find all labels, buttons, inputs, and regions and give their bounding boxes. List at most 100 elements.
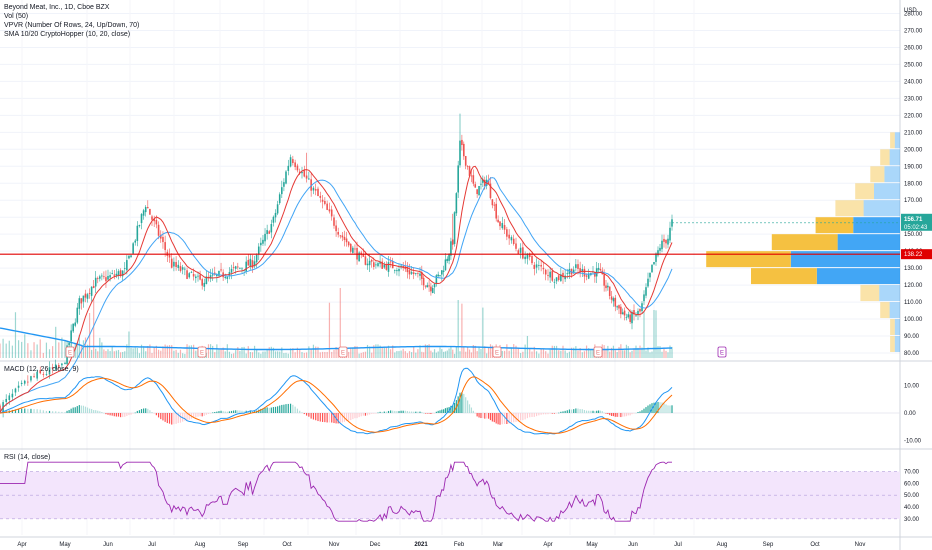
vpvr-down-bar <box>884 166 900 183</box>
candle-body <box>594 272 596 277</box>
volume-bar <box>579 348 581 358</box>
vpvr-down-bar <box>874 183 900 200</box>
candle-body <box>175 262 177 267</box>
volume-bar <box>171 345 173 358</box>
price-tick-label: 270.00 <box>904 28 923 34</box>
candle-body <box>121 270 124 277</box>
candle-body <box>226 277 229 279</box>
rsi-tick-label: 40.00 <box>904 505 920 511</box>
volume-bar <box>308 346 310 358</box>
candle-body <box>8 395 11 401</box>
macd-histogram-bar <box>61 411 63 413</box>
macd-histogram-bar <box>633 413 635 414</box>
volume-bar <box>168 345 171 358</box>
signal-line <box>0 376 673 434</box>
macd-histogram-bar <box>647 405 649 413</box>
volume-bar <box>274 351 277 358</box>
candle-body <box>453 212 456 244</box>
volume-bar <box>398 351 400 358</box>
macd-histogram-bar <box>568 409 571 413</box>
candle-body <box>115 273 118 276</box>
macd-histogram-bar <box>603 412 605 414</box>
candle-body <box>435 275 438 284</box>
volume-bar <box>310 348 312 358</box>
legend-rsi[interactable]: RSI (14, close) <box>4 454 51 461</box>
candle-body <box>517 250 520 254</box>
earnings-marker-label: E <box>200 351 204 357</box>
candle-body <box>531 255 533 264</box>
vpvr-up-bar <box>880 149 890 166</box>
macd-histogram-bar <box>324 413 326 423</box>
volume-bar <box>216 344 218 358</box>
volume-bar <box>352 347 354 358</box>
volume-bar <box>99 337 101 358</box>
macd-histogram-bar <box>506 413 508 425</box>
macd-histogram-bar <box>101 412 103 413</box>
macd-histogram-bar <box>287 403 289 413</box>
macd-histogram-bar <box>627 413 629 416</box>
macd-histogram-bar <box>216 411 218 413</box>
sma-20-line <box>0 177 673 413</box>
candle-body <box>566 273 569 275</box>
legend-title[interactable]: Beyond Meat, Inc., 1D, Cboe BZX <box>4 4 110 11</box>
volume-bar <box>443 351 445 358</box>
macd-histogram-bar <box>97 410 99 413</box>
time-tick-label: Oct <box>810 542 820 548</box>
candle-body <box>347 241 350 246</box>
macd-histogram-bar <box>274 406 277 413</box>
volume-bar <box>245 353 247 358</box>
macd-histogram-bar <box>592 410 594 413</box>
candle-body <box>373 262 375 267</box>
candle-body <box>45 374 48 376</box>
volume-bar <box>149 344 151 358</box>
volume-bar <box>421 351 423 358</box>
volume-bar <box>645 350 647 358</box>
candle-body <box>237 266 239 268</box>
volume-bar <box>348 351 350 358</box>
volume-bar <box>212 345 214 358</box>
rsi-tick-label: 60.00 <box>904 481 920 487</box>
price-tick-label: 190.00 <box>904 164 923 170</box>
macd-histogram-bar <box>64 412 66 413</box>
candle-body <box>463 143 465 157</box>
vpvr-up-bar <box>751 268 817 285</box>
volume-bar <box>354 346 356 358</box>
macd-histogram-bar <box>610 413 613 416</box>
legend-macd[interactable]: MACD (12, 26, close, 9) <box>4 366 79 373</box>
candle-body <box>607 285 609 288</box>
volume-bar <box>119 352 122 358</box>
macd-histogram-bar <box>124 413 126 417</box>
macd-histogram-bar <box>356 413 358 419</box>
legend-vpvr[interactable]: VPVR (Number Of Rows, 24, Up/Down, 70) <box>4 22 140 29</box>
volume-bar <box>614 350 616 358</box>
macd-histogram-bar <box>243 411 245 413</box>
volume-bar <box>214 352 216 358</box>
macd-histogram-bar <box>612 413 615 417</box>
macd-histogram-bar <box>195 413 197 418</box>
candle-body <box>379 261 381 264</box>
legend-sma[interactable]: SMA 10/20 CryptoHopper (10, 20, close) <box>4 31 131 38</box>
candle-body <box>310 179 312 191</box>
price-tick-label: 230.00 <box>904 96 923 102</box>
macd-histogram-bar <box>78 405 80 413</box>
rsi-band <box>0 471 900 520</box>
macd-histogram-bar <box>233 410 235 413</box>
macd-histogram-bar <box>669 405 671 413</box>
candle-body <box>173 261 175 267</box>
volume-bar <box>8 340 10 358</box>
candle-body <box>249 258 252 267</box>
volume-bar <box>253 345 256 358</box>
volume-bar <box>620 344 622 358</box>
volume-bar <box>564 350 566 358</box>
macd-histogram-bar <box>68 410 70 413</box>
legend-vol[interactable]: Vol (50) <box>4 13 29 20</box>
vpvr-down-bar <box>889 149 900 166</box>
candle-body <box>377 263 379 267</box>
candle-body <box>274 212 277 218</box>
macd-histogram-bar <box>226 411 228 413</box>
vpvr-up-bar <box>890 132 895 149</box>
volume-bar <box>111 346 113 358</box>
macd-histogram-bar <box>400 410 402 413</box>
candle-body <box>96 278 99 279</box>
